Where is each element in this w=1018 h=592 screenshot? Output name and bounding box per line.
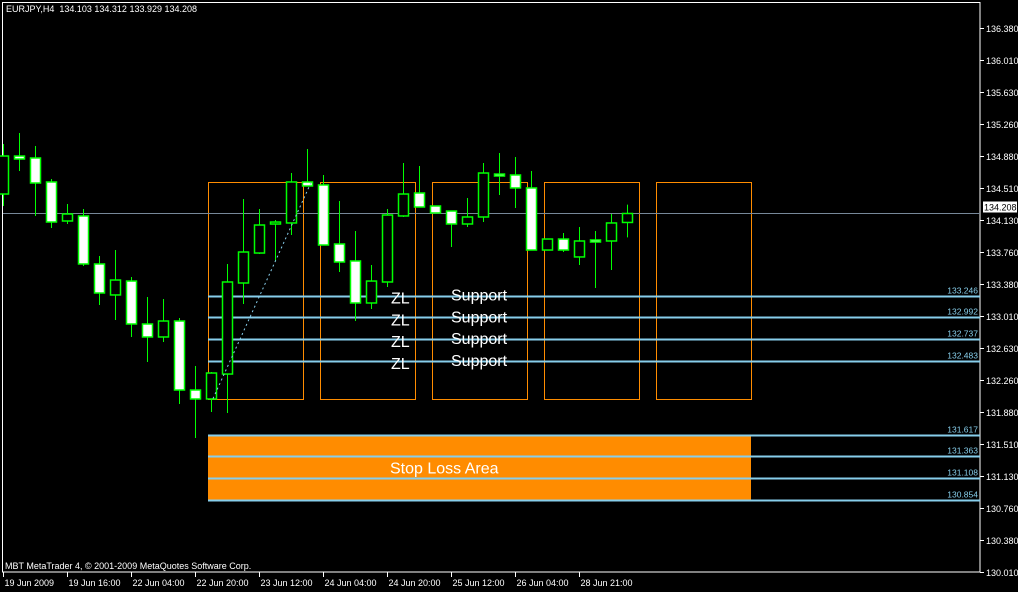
support-label: Support bbox=[451, 309, 508, 326]
bull-candle[interactable] bbox=[253, 224, 266, 254]
support-level-price-label: 133.246 bbox=[947, 286, 978, 296]
y-tick-label: 134.880 bbox=[986, 152, 1018, 162]
bear-candle[interactable] bbox=[333, 243, 346, 263]
bull-candle[interactable] bbox=[605, 222, 618, 242]
support-label: Support bbox=[451, 288, 508, 305]
ohlc-values: 134.103 134.312 133.929 134.208 bbox=[59, 4, 198, 14]
bull-candle[interactable] bbox=[381, 214, 394, 283]
bull-candle[interactable] bbox=[61, 213, 74, 222]
x-tick-label: 23 Jun 12:00 bbox=[261, 578, 313, 588]
zl-label: ZL bbox=[391, 291, 410, 308]
bull-candle[interactable] bbox=[237, 251, 250, 284]
support-level-price-label: 132.737 bbox=[947, 329, 978, 339]
y-tick-label: 134.130 bbox=[986, 216, 1018, 226]
y-tick-label: 132.630 bbox=[986, 344, 1018, 354]
y-tick-label: 132.260 bbox=[986, 376, 1018, 386]
stop-loss-area[interactable] bbox=[208, 434, 751, 500]
zl-label: ZL bbox=[391, 356, 410, 373]
y-tick-label: 133.010 bbox=[986, 312, 1018, 322]
bear-candle[interactable] bbox=[45, 181, 58, 223]
bear-candle[interactable] bbox=[509, 174, 522, 189]
support-level-price-label: 132.992 bbox=[947, 307, 978, 317]
y-tick-label: 136.380 bbox=[986, 24, 1018, 34]
bear-candle[interactable] bbox=[429, 205, 442, 214]
copyright-text: MBT MetaTrader 4, © 2001-2009 MetaQuotes… bbox=[5, 561, 252, 571]
bull-candle[interactable] bbox=[205, 372, 218, 400]
analysis-rectangle[interactable] bbox=[208, 182, 304, 401]
bull-candle[interactable] bbox=[541, 238, 554, 251]
bid-price-label: 134.208 bbox=[984, 203, 1017, 213]
bull-candle[interactable] bbox=[461, 216, 474, 225]
bull-candle[interactable] bbox=[621, 212, 634, 224]
bear-candle[interactable] bbox=[525, 187, 538, 251]
y-tick-label: 131.880 bbox=[986, 408, 1018, 418]
bull-candle[interactable] bbox=[221, 281, 234, 375]
analysis-rectangle[interactable] bbox=[320, 182, 416, 401]
bull-candle[interactable] bbox=[0, 155, 10, 195]
bull-candle[interactable] bbox=[285, 181, 298, 224]
support-label: Support bbox=[451, 353, 508, 370]
y-tick-label: 130.760 bbox=[986, 504, 1018, 514]
stop-level-price-label: 130.854 bbox=[947, 490, 978, 500]
y-tick-label: 131.130 bbox=[986, 472, 1018, 482]
bull-candle[interactable] bbox=[157, 320, 170, 338]
x-tick-label: 22 Jun 20:00 bbox=[197, 578, 249, 588]
zl-label: ZL bbox=[391, 334, 410, 351]
bear-candle[interactable] bbox=[93, 263, 106, 294]
bull-candle[interactable] bbox=[477, 172, 490, 218]
x-tick-label: 19 Jun 16:00 bbox=[69, 578, 121, 588]
x-tick-label: 22 Jun 04:00 bbox=[133, 578, 185, 588]
y-tick-label: 131.510 bbox=[986, 440, 1018, 450]
y-tick-label: 133.380 bbox=[986, 280, 1018, 290]
bear-candle[interactable] bbox=[13, 155, 26, 160]
symbol-timeframe: EURJPY,H4 bbox=[6, 4, 55, 14]
bear-candle[interactable] bbox=[445, 210, 458, 225]
bear-candle[interactable] bbox=[141, 323, 154, 338]
bear-candle[interactable] bbox=[189, 389, 202, 400]
y-tick-label: 134.510 bbox=[986, 184, 1018, 194]
bear-candle[interactable] bbox=[301, 181, 314, 187]
bear-candle[interactable] bbox=[317, 184, 330, 246]
bear-candle[interactable] bbox=[493, 173, 506, 177]
analysis-rectangle[interactable] bbox=[656, 182, 752, 401]
bear-candle[interactable] bbox=[589, 239, 602, 243]
y-tick-label: 135.260 bbox=[986, 120, 1018, 130]
bear-candle[interactable] bbox=[173, 320, 186, 391]
bull-candle[interactable] bbox=[365, 280, 378, 304]
y-tick-label: 135.630 bbox=[986, 88, 1018, 98]
bear-candle[interactable] bbox=[557, 238, 570, 251]
y-tick-label: 130.380 bbox=[986, 536, 1018, 546]
stop-loss-area-label: Stop Loss Area bbox=[390, 460, 499, 477]
bull-candle[interactable] bbox=[397, 193, 410, 217]
bear-candle[interactable] bbox=[413, 192, 426, 208]
x-tick-label: 26 Jun 04:00 bbox=[517, 578, 569, 588]
bull-candle[interactable] bbox=[269, 221, 282, 225]
bear-candle[interactable] bbox=[29, 157, 42, 184]
bear-candle[interactable] bbox=[349, 260, 362, 304]
x-tick-label: 24 Jun 20:00 bbox=[389, 578, 441, 588]
stop-level-price-label: 131.108 bbox=[947, 468, 978, 478]
x-tick-label: 25 Jun 12:00 bbox=[453, 578, 505, 588]
y-tick-label: 130.010 bbox=[986, 568, 1018, 578]
stop-level-price-label: 131.363 bbox=[947, 446, 978, 456]
y-tick-label: 133.760 bbox=[986, 248, 1018, 258]
stop-level-price-label: 131.617 bbox=[947, 425, 978, 435]
bull-candle[interactable] bbox=[109, 279, 122, 296]
bear-candle[interactable] bbox=[77, 215, 90, 265]
y-tick-label: 136.010 bbox=[986, 56, 1018, 66]
support-label: Support bbox=[451, 331, 508, 348]
x-tick-label: 24 Jun 04:00 bbox=[325, 578, 377, 588]
x-tick-label: 28 Jun 21:00 bbox=[581, 578, 633, 588]
x-tick-label: 19 Jun 2009 bbox=[5, 578, 55, 588]
zl-label: ZL bbox=[391, 312, 410, 329]
bear-candle[interactable] bbox=[125, 280, 138, 325]
support-level-price-label: 132.483 bbox=[947, 351, 978, 361]
chart-header: EURJPY,H4 134.103 134.312 133.929 134.20… bbox=[6, 4, 197, 14]
bid-price-box bbox=[983, 201, 1017, 213]
chart-frame bbox=[2, 2, 981, 573]
bull-candle[interactable] bbox=[573, 240, 586, 258]
analysis-rectangle[interactable] bbox=[544, 182, 640, 401]
